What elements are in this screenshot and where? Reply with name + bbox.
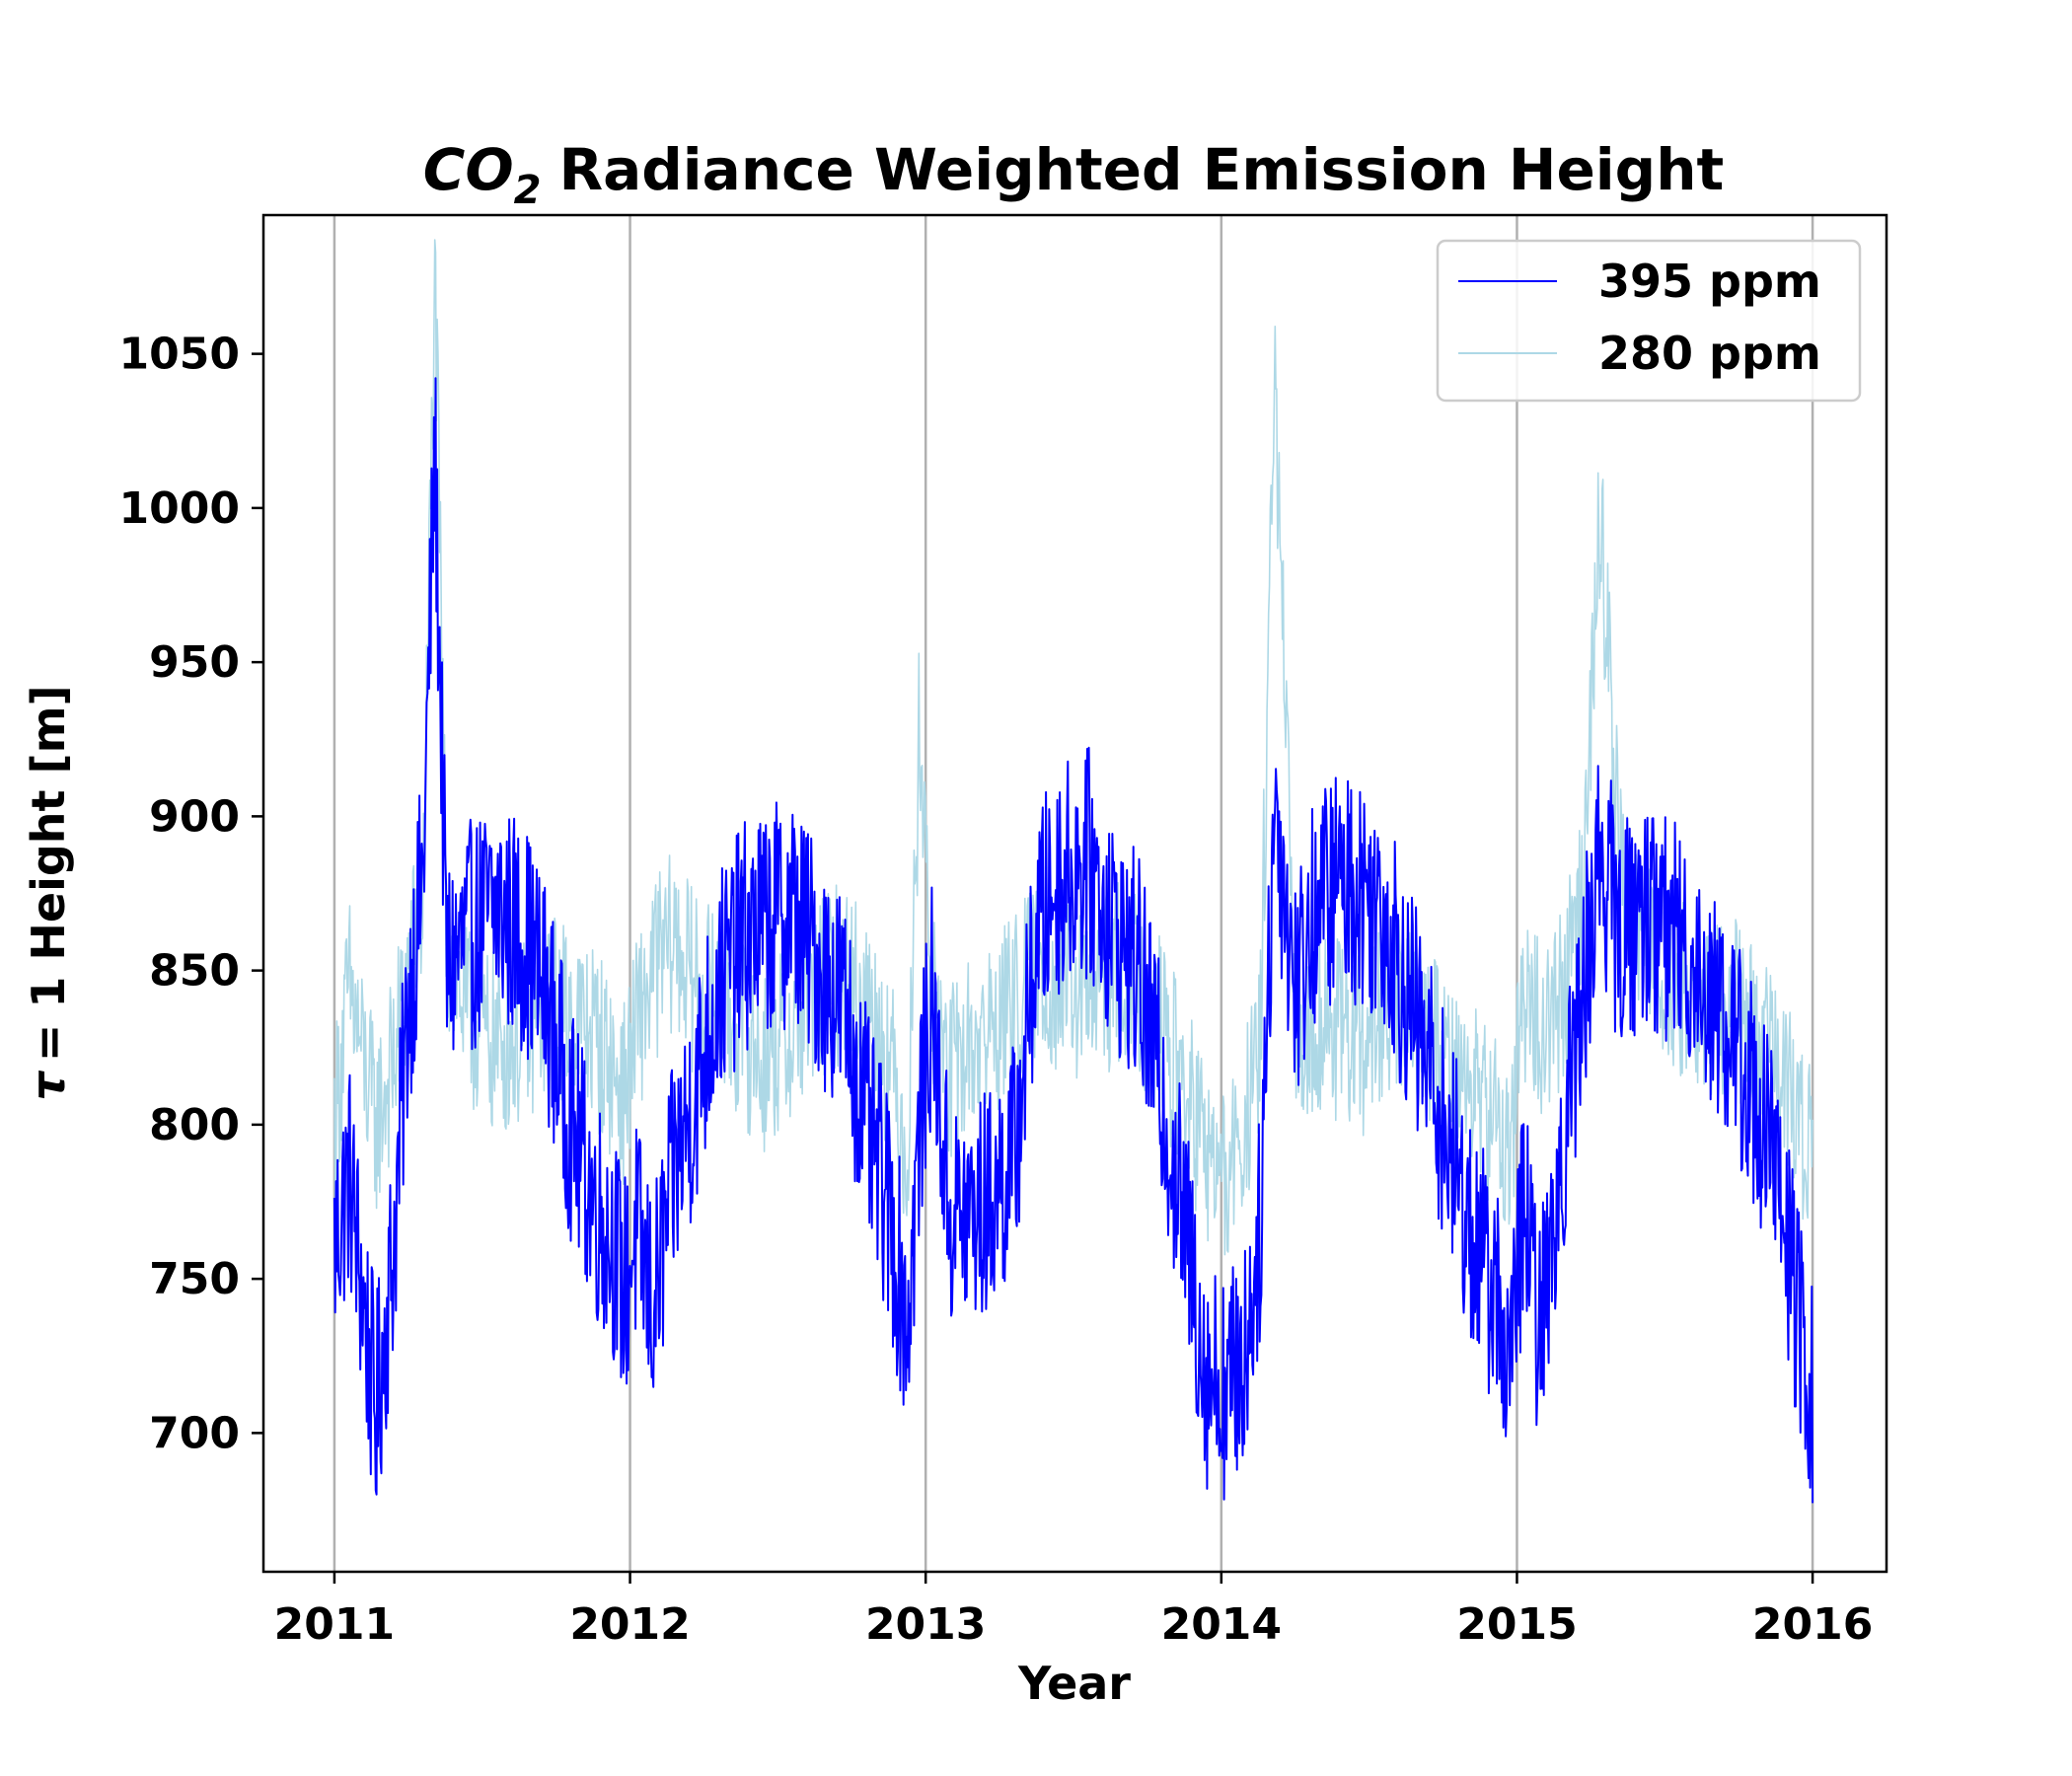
series-line-280-ppm — [333, 239, 1813, 1256]
y-tick-label-1000: 1000 — [119, 483, 240, 534]
y-tick-label-900: 900 — [149, 791, 240, 842]
plot-frame — [261, 213, 1888, 1574]
y-axis: 700 750 800 850 900 950 1000 1050 — [119, 330, 263, 1458]
x-tick-label-2014: 2014 — [1161, 1599, 1282, 1650]
chart-title: CO2 Radiance Weighted Emission Height — [423, 136, 1724, 213]
x-tick-label-2011: 2011 — [274, 1599, 395, 1650]
y-tick-label-950: 950 — [149, 637, 240, 688]
y-axis-label: τ= 1 Height [m] — [22, 685, 75, 1100]
y-tick-label-800: 800 — [149, 1100, 240, 1150]
legend: 395 ppm 280 ppm — [1436, 239, 1862, 403]
x-tick-label-2012: 2012 — [569, 1599, 690, 1650]
x-tick-label-2013: 2013 — [865, 1599, 986, 1650]
y-tick-label-850: 850 — [149, 946, 240, 997]
x-tick-label-2015: 2015 — [1456, 1599, 1577, 1650]
x-axis-label: Year — [1017, 1657, 1131, 1710]
x-axis: 2011 2012 2013 2014 2015 2016 — [274, 1572, 1873, 1650]
y-tick-label-1050: 1050 — [119, 330, 240, 380]
y-tick-label-750: 750 — [149, 1254, 240, 1304]
x-tick-label-2016: 2016 — [1752, 1599, 1873, 1650]
series-lines — [333, 239, 1814, 1504]
y-tick-label-700: 700 — [149, 1408, 240, 1458]
legend-label-395: 395 ppm — [1598, 255, 1821, 308]
series-line-395-ppm — [333, 377, 1814, 1504]
legend-label-280: 280 ppm — [1598, 327, 1821, 380]
